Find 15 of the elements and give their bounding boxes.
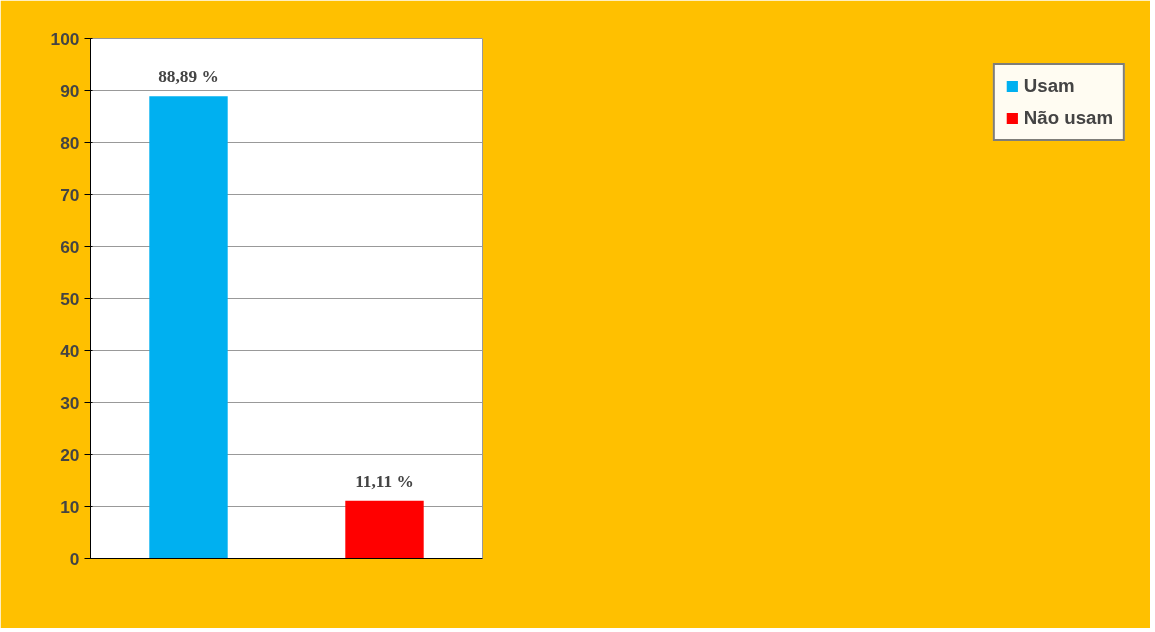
data-label: 88,89 %: [158, 67, 219, 87]
y-tick-label: 90: [60, 80, 80, 101]
y-tick-label: 50: [60, 288, 80, 309]
y-tick-label: 20: [60, 444, 80, 465]
y-tick-label: 30: [60, 392, 80, 413]
y-tick-label: 60: [60, 236, 80, 257]
legend-label: Usam: [1023, 75, 1075, 97]
legend-label: Não usam: [1023, 107, 1113, 129]
data-label: 11,11 %: [355, 471, 414, 491]
y-tick-label: 10: [60, 496, 80, 517]
y-tick-label: 0: [69, 548, 80, 569]
y-tick-label: 80: [60, 132, 80, 153]
y-tick-label: 100: [50, 28, 80, 49]
y-tick-label: 40: [60, 340, 80, 361]
y-tick-label: 70: [60, 184, 80, 205]
